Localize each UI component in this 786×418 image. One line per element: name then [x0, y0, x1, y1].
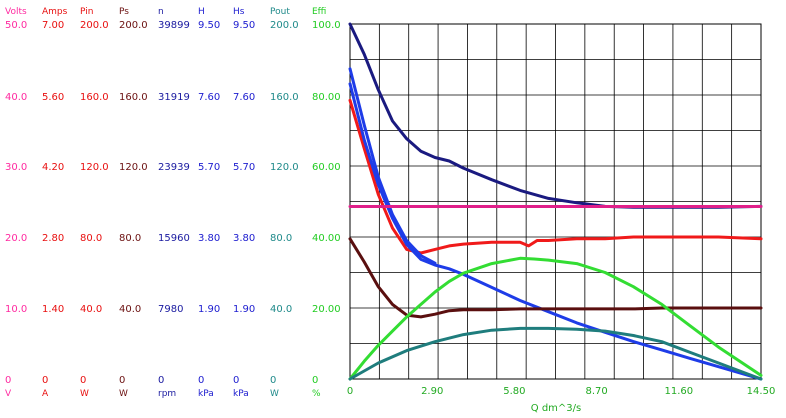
y-tick-label: 1.40: [42, 304, 64, 315]
y-tick-label: 100.0: [312, 20, 341, 31]
y-axis-unit: rpm: [158, 389, 176, 399]
y-tick-label: 20.00: [312, 304, 341, 315]
y-tick-label: 200.0: [119, 20, 148, 31]
y-axis-name: H: [198, 7, 205, 17]
y-tick-label: 1.90: [198, 304, 220, 315]
y-tick-label: 9.50: [233, 20, 255, 31]
y-axis-name: Volts: [5, 7, 27, 17]
y-axis-name: Effi: [312, 7, 326, 17]
y-axis-unit: %: [312, 389, 321, 399]
x-tick-label: 5.80: [503, 386, 525, 397]
y-axis-amps: Amps 7.00 5.60 4.20 2.80 1.40 0 A: [42, 7, 68, 399]
y-tick-label: 160.0: [119, 92, 148, 103]
y-tick-label: 160.0: [270, 92, 299, 103]
y-tick-label: 30.0: [5, 162, 27, 173]
y-tick-label: 0: [42, 375, 48, 386]
y-tick-label: 60.00: [312, 162, 341, 173]
y-tick-label: 0: [5, 375, 11, 386]
y-axis-unit: kPa: [233, 389, 249, 399]
y-tick-label: 5.60: [42, 92, 64, 103]
x-tick-label: 2.90: [421, 386, 443, 397]
series-line-h: [348, 82, 763, 381]
y-tick-label: 120.0: [270, 162, 299, 173]
y-tick-label: 120.0: [80, 162, 109, 173]
y-tick-label: 0: [198, 375, 204, 386]
y-tick-label: 40.0: [80, 304, 102, 315]
y-axis-h: H 9.50 7.60 5.70 3.80 1.90 0 kPa: [198, 7, 220, 399]
series-line-effi: [348, 256, 763, 381]
y-axis-name: Pout: [270, 7, 290, 17]
y-axis-name: Hs: [233, 7, 245, 17]
y-axis-unit: W: [270, 389, 279, 399]
y-axis-unit: A: [42, 389, 49, 399]
y-tick-label: 9.50: [198, 20, 220, 31]
y-tick-label: 7980: [158, 304, 183, 315]
y-tick-label: 0: [158, 375, 164, 386]
y-tick-label: 3.80: [198, 233, 220, 244]
y-tick-label: 2.80: [42, 233, 64, 244]
y-tick-label: 50.0: [5, 20, 27, 31]
y-tick-label: 0: [270, 375, 276, 386]
series-line-ps: [348, 237, 763, 319]
y-tick-label: 7.00: [42, 20, 64, 31]
y-tick-label: 80.0: [119, 233, 141, 244]
y-tick-label: 31919: [158, 92, 190, 103]
x-tick-label: 8.70: [585, 386, 607, 397]
y-axis-name: Amps: [42, 7, 68, 17]
x-tick-label: 11.60: [664, 386, 693, 397]
y-axis-effi: Effi 100.0 80.00 60.00 40.00 20.00 0%: [312, 7, 341, 399]
y-axis-hs: Hs 9.50 7.60 5.70 3.80 1.90 0 kPa: [233, 7, 255, 399]
y-tick-label: 200.0: [270, 20, 299, 31]
y-tick-label: 0: [233, 375, 239, 386]
y-axis-pout: Pout 200.0 160.0 120.0 80.0 40.0 0 W: [270, 7, 299, 399]
series-line-pout: [348, 326, 763, 381]
series-line-pin: [348, 98, 763, 255]
y-tick-label: 20.0: [5, 233, 27, 244]
y-tick-label: 15960: [158, 233, 190, 244]
y-tick-label: 5.70: [198, 162, 220, 173]
y-axis-unit: W: [80, 389, 89, 399]
y-tick-label: 80.0: [270, 233, 292, 244]
y-axis-name: n: [158, 7, 164, 17]
y-axis-name: Pin: [80, 7, 93, 17]
y-tick-label: 0: [312, 375, 318, 386]
y-tick-label: 39899: [158, 20, 190, 31]
y-tick-label: 160.0: [80, 92, 109, 103]
y-axis-unit: V: [5, 389, 12, 399]
y-tick-label: 23939: [158, 162, 190, 173]
x-tick-label: 14.50: [747, 386, 776, 397]
y-tick-label: 40.00: [312, 233, 341, 244]
y-tick-label: 10.0: [5, 304, 27, 315]
y-tick-label: 40.0: [270, 304, 292, 315]
y-axis-pin: Pin 200.0 160.0 120.0 80.0 40.0 0 W: [80, 7, 109, 399]
y-axis-unit: kPa: [198, 389, 214, 399]
y-tick-label: 120.0: [119, 162, 148, 173]
y-tick-label: 0: [119, 375, 125, 386]
x-axis-ticks: 0 2.90 5.80 8.70 11.60 14.50: [347, 386, 776, 397]
y-tick-label: 7.60: [198, 92, 220, 103]
y-tick-label: 40.0: [5, 92, 27, 103]
y-axis-columns: Volts 50.0 40.0 30.0 20.0 10.0 0 V Amps 7.00 5.60 4…: [5, 7, 341, 399]
y-axis-unit: W: [119, 389, 128, 399]
y-axis-volts: Volts 50.0 40.0 30.0 20.0 10.0 0 V: [5, 7, 27, 399]
y-tick-label: 80.00: [312, 92, 341, 103]
y-tick-label: 80.0: [80, 233, 102, 244]
y-tick-label: 1.90: [233, 304, 255, 315]
series-lines: [348, 22, 763, 381]
y-tick-label: 4.20: [42, 162, 64, 173]
y-axis-n: n 39899 31919 23939 15960 7980 0 rpm: [158, 7, 190, 399]
x-tick-label: 0: [347, 386, 353, 397]
y-tick-label: 3.80: [233, 233, 255, 244]
series-line-hs: [348, 67, 437, 265]
y-tick-label: 5.70: [233, 162, 255, 173]
y-tick-label: 7.60: [233, 92, 255, 103]
y-axis-name: Ps: [119, 7, 129, 17]
x-axis-label: Q dm^3/s: [531, 403, 581, 414]
y-tick-label: 0: [80, 375, 86, 386]
y-tick-label: 40.0: [119, 304, 141, 315]
y-tick-label: 200.0: [80, 20, 109, 31]
y-axis-ps: Ps 200.0 160.0 120.0 80.0 40.0 0 W: [119, 7, 148, 399]
